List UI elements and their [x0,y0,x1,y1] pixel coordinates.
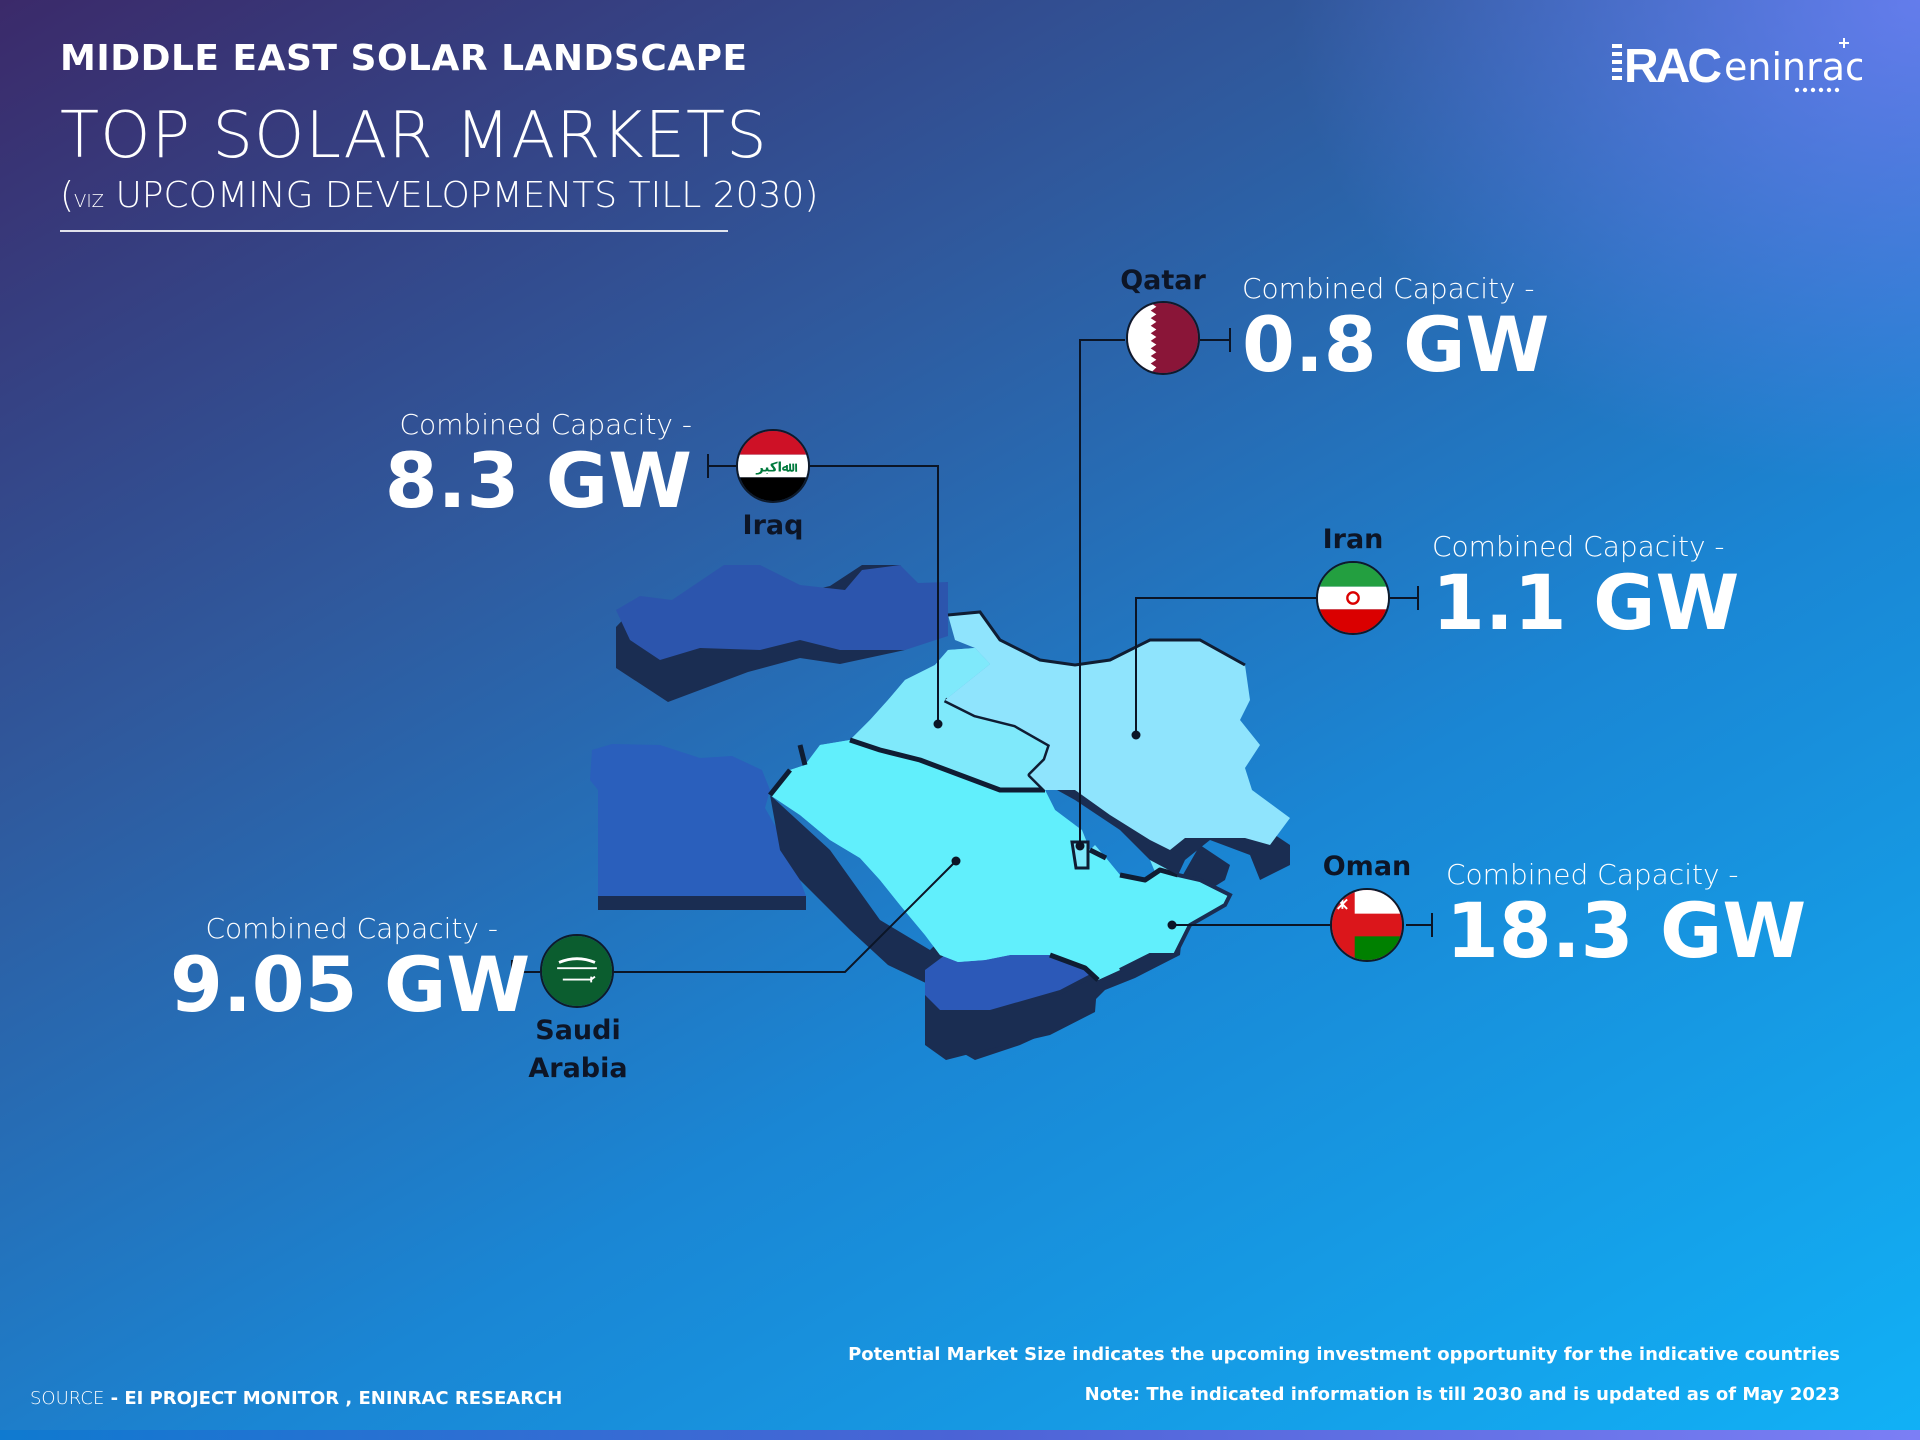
iran-flag-icon [1316,561,1390,635]
iran-country-label: Iran [1322,524,1384,555]
saudi-connector [612,860,957,973]
qatar-capacity-label: Combined Capacity - [1242,272,1535,305]
saudi-country-label: Saudi Arabia [516,1012,640,1088]
header-rule [60,230,728,232]
oman-capacity-label: Combined Capacity - [1446,858,1739,891]
saudi-country-line2: Arabia [528,1053,628,1084]
header: MIDDLE EAST SOLAR LANDSCAPE TOP SOLAR MA… [60,38,820,232]
source-line: SOURCE - EI PROJECT MONITOR , ENINRAC RE… [30,1388,562,1409]
saudi-tick [511,960,540,984]
subtitle-open: ( [60,175,75,216]
saudi-callout: Combined Capacity - 9.05 GW [170,912,531,1029]
logo-text-left: RAC [1624,40,1721,93]
brand-logo: RAC eninrac [1612,36,1866,96]
connector-lines [511,328,1433,984]
qatar-connector [1079,339,1125,846]
page-title: TOP SOLAR MARKETS [60,99,768,173]
qatar-region [1070,840,1090,870]
iraq-capacity-label: Combined Capacity - [399,408,692,441]
qatar-tick [1200,328,1231,352]
arabia-region [768,648,1233,982]
logo-mark-icon: RAC eninrac [1612,38,1866,93]
saudi-dot [951,856,961,866]
iraq-country-label: Iraq [742,510,804,541]
saudi-capacity-value: 9.05 GW [170,940,531,1029]
iraq-flag-icon: ﷲاكبر [736,429,810,503]
oman-country-label: Oman [1322,851,1412,882]
bottom-bar [0,1430,1920,1440]
qatar-capacity-value: 0.8 GW [1242,300,1550,389]
iran-capacity-value: 1.1 GW [1432,558,1740,647]
iran-callout: Combined Capacity - 1.1 GW [1432,530,1739,643]
qatar-callout: Combined Capacity - 0.8 GW [1242,272,1549,385]
subtitle-rest: UPCOMING DEVELOPMENTS TILL 2030) [104,175,819,216]
qatar-country-label: Qatar [1120,265,1206,296]
source-value: - EI PROJECT MONITOR , ENINRAC RESEARCH [104,1388,563,1409]
iraq-connector [810,465,939,724]
oman-tick [1406,913,1433,937]
oman-dot [1167,920,1177,930]
oman-flag-icon [1330,888,1404,962]
turkey-region [616,565,948,702]
update-note: Note: The indicated information is till … [1084,1384,1840,1405]
saudi-capacity-label: Combined Capacity - [205,912,498,945]
iran-tick [1390,586,1419,610]
saudi-country-line1: Saudi [535,1015,621,1046]
subtitle-viz: VIZ [74,191,104,212]
logo-text-right: eninrac [1724,45,1862,89]
egypt-region [590,744,806,910]
saudi-flag-icon [540,934,614,1008]
page-subtitle: (VIZ UPCOMING DEVELOPMENTS TILL 2030) [60,175,820,216]
qatar-flag-icon [1126,301,1200,375]
iraq-dot [933,719,943,729]
qatar-dot [1075,841,1085,851]
iran-dot [1131,730,1141,740]
iraq-callout: Combined Capacity - 8.3 GW [380,408,692,521]
iraq-tick [707,454,736,478]
svg-text:ﷲاكبر: ﷲاكبر [755,461,798,476]
iran-region [945,610,1290,880]
source-label: SOURCE [30,1388,105,1409]
oman-callout: Combined Capacity - 18.3 GW [1446,858,1806,971]
iraq-capacity-value: 8.3 GW [384,436,692,525]
iran-connector [1135,597,1318,735]
kicker: MIDDLE EAST SOLAR LANDSCAPE [60,38,748,79]
oman-capacity-value: 18.3 GW [1446,886,1807,975]
iran-capacity-label: Combined Capacity - [1432,530,1725,563]
market-size-note: Potential Market Size indicates the upco… [848,1344,1840,1365]
connector-dots [933,719,1177,930]
